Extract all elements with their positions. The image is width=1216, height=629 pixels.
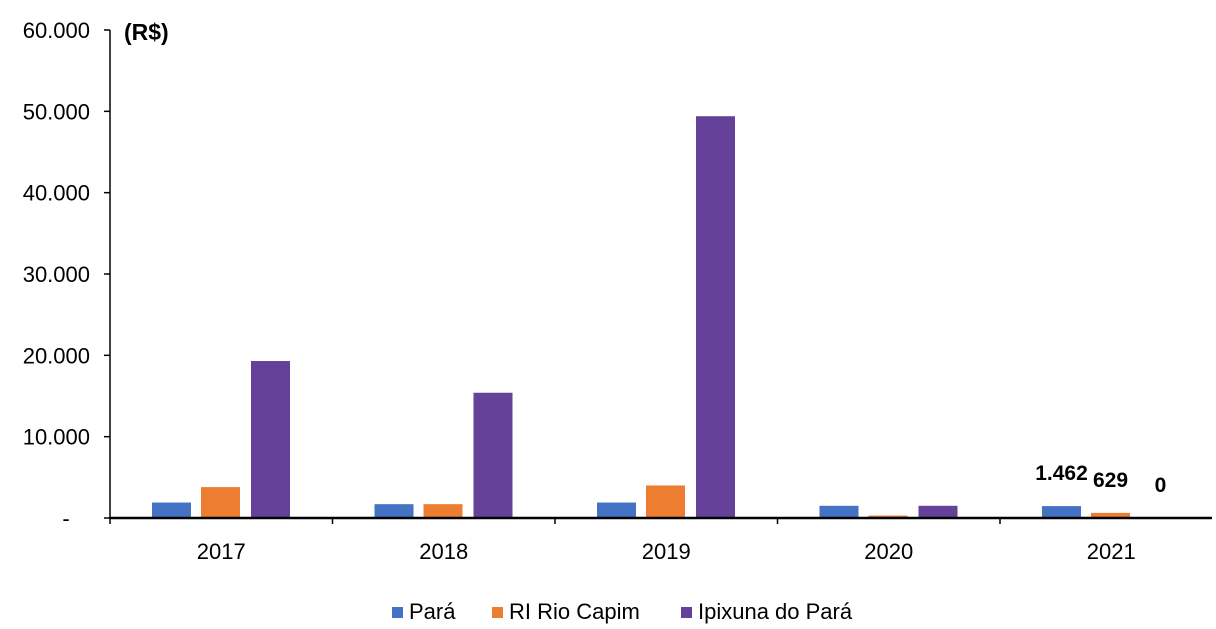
y-tick-label: 40.000	[23, 181, 90, 206]
y-tick-label: -	[62, 506, 69, 531]
bar-2021-1	[1091, 512, 1130, 518]
legend-label: Ipixuna do Pará	[698, 599, 853, 624]
bar-2021-0	[1042, 506, 1081, 518]
y-tick-label: 50.000	[23, 99, 90, 124]
bar-2019-1	[646, 485, 685, 518]
bar-2020-0	[819, 505, 859, 518]
data-label: 629	[1093, 469, 1128, 492]
x-axis: 2017 2018 2019 2020 2021	[109, 516, 1212, 564]
y-tick-label: 60.000	[23, 18, 90, 43]
x-tick-label: 2021	[1087, 539, 1136, 564]
legend-label: Pará	[409, 599, 456, 624]
data-label: 0	[1155, 474, 1167, 497]
x-tick-label: 2020	[864, 539, 913, 564]
legend-swatch	[681, 607, 692, 618]
bar-2018-2	[473, 392, 513, 518]
x-tick-label: 2018	[419, 539, 468, 564]
legend-swatch	[392, 607, 403, 618]
legend: Pará RI Rio Capim Ipixuna do Pará	[392, 599, 853, 624]
bars	[152, 116, 1130, 519]
legend-swatch	[492, 607, 503, 618]
bar-2019-0	[597, 502, 636, 518]
bar-2018-0	[374, 504, 414, 518]
data-label: 1.462	[1035, 462, 1088, 485]
x-tick-label: 2019	[642, 539, 691, 564]
x-tick-label: 2017	[197, 539, 246, 564]
bar-2017-1	[201, 487, 240, 518]
y-axis: - 10.000 20.000 30.000 40.000 50.000 60.000	[23, 18, 111, 531]
unit-label: (R$)	[124, 19, 169, 45]
y-tick-label: 10.000	[23, 425, 90, 450]
y-tick-label: 20.000	[23, 343, 90, 368]
bar-2018-1	[423, 504, 463, 518]
y-tick-label: 30.000	[23, 262, 90, 287]
data-labels: 1.462 629 0	[1035, 462, 1166, 497]
bar-2019-2	[696, 116, 735, 519]
bar-2017-2	[251, 361, 290, 518]
bar-2017-0	[152, 502, 191, 518]
legend-label: RI Rio Capim	[509, 599, 640, 624]
bar-2020-2	[918, 505, 958, 518]
